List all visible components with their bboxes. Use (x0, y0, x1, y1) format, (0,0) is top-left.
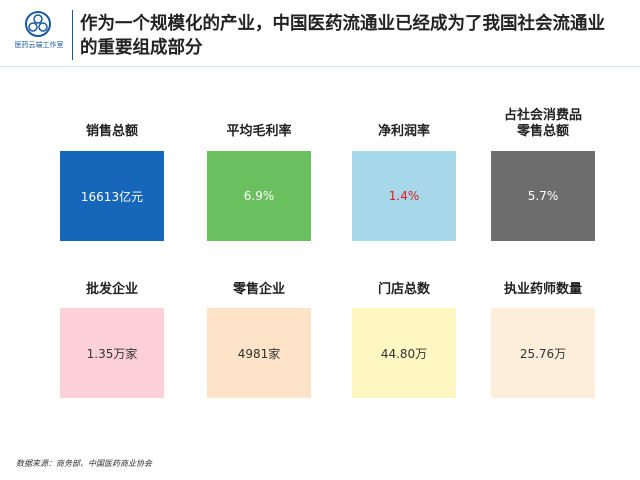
card-label-text: 零售企业 (232, 282, 285, 297)
rule (0, 66, 640, 67)
card-label-text: 占社会消费品零售总额 (503, 108, 582, 139)
card-label: 占社会消费品零售总额 (491, 108, 595, 140)
divider (72, 10, 73, 60)
card-label-text: 门店总数 (377, 282, 430, 297)
card-value: 5.7% (491, 151, 595, 241)
card-label-text: 销售总额 (85, 124, 138, 139)
source-note: 数据来源：商务部、中国医药商业协会 (16, 459, 152, 468)
title: 作为一个规模化的产业，中国医药流通业已经成为了我国社会流通业的重要组成部分 (80, 14, 605, 58)
card-label: 门店总数 (352, 282, 456, 298)
card-label-text: 净利润率 (377, 124, 430, 139)
card-value: 1.4% (352, 151, 456, 241)
card-label-text: 平均毛利率 (226, 124, 292, 139)
logo-text: 医药云端工作室 (14, 41, 64, 49)
card-value: 1.35万家 (60, 308, 164, 398)
card-value: 4981家 (207, 308, 311, 398)
card-value: 6.9% (207, 151, 311, 241)
card-label: 平均毛利率 (207, 124, 311, 140)
card-label-text: 批发企业 (85, 282, 138, 297)
card-label: 执业药师数量 (491, 282, 595, 298)
card-label: 净利润率 (352, 124, 456, 140)
card-value: 25.76万 (491, 308, 595, 398)
card-value: 44.80万 (352, 308, 456, 398)
card-label-text: 执业药师数量 (503, 282, 582, 297)
card-label: 零售企业 (207, 282, 311, 298)
card-value: 16613亿元 (60, 151, 164, 241)
card-label: 批发企业 (60, 282, 164, 298)
card-label: 销售总额 (60, 124, 164, 140)
logo-icon (25, 11, 51, 37)
